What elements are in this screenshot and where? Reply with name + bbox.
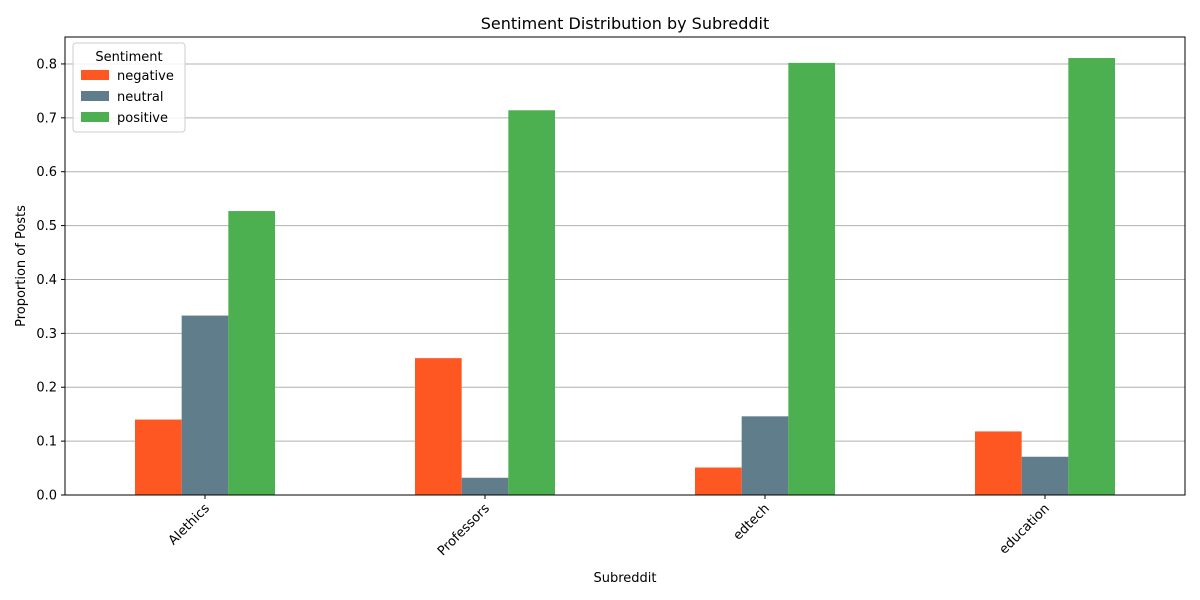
bar-positive-education: [1068, 58, 1115, 495]
y-axis-ticks: 0.0 0.1 0.2 0.3 0.4 0.5 0.6 0.7 0.8: [36, 57, 65, 504]
legend-label-positive: positive: [117, 111, 168, 126]
legend-swatch-positive: [81, 112, 109, 122]
bar-positive-AIethics: [228, 211, 275, 496]
bar-negative-education: [975, 431, 1022, 495]
bar-neutral-education: [1021, 456, 1069, 495]
bar-neutral-AIethics: [181, 315, 229, 495]
bar-negative-edtech: [695, 467, 742, 495]
y-tick-label: 0.7: [36, 111, 57, 126]
y-tick-label: 0.2: [36, 381, 57, 396]
legend: Sentiment negative neutral positive: [72, 42, 186, 133]
bar-series: [135, 58, 1115, 496]
y-tick-label: 0.5: [36, 219, 57, 234]
legend-label-neutral: neutral: [117, 90, 164, 105]
y-tick-label: 0.0: [36, 489, 57, 504]
y-tick-label: 0.3: [36, 327, 57, 342]
legend-swatch-negative: [81, 70, 109, 80]
legend-label-negative: negative: [117, 69, 174, 84]
x-tick-label: education: [997, 501, 1053, 557]
y-tick-label: 0.6: [36, 165, 57, 180]
x-tick-label: AIethics: [166, 501, 213, 548]
bar-positive-edtech: [788, 62, 835, 496]
plot-area-frame: [64, 36, 1186, 496]
x-axis-ticks: AIethics Professors edtech education: [166, 495, 1053, 559]
legend-swatch-neutral: [81, 91, 109, 101]
bar-positive-Professors: [508, 110, 555, 495]
bar-negative-Professors: [415, 358, 462, 495]
x-axis-label: Subreddit: [593, 571, 656, 586]
legend-box: [72, 42, 186, 133]
y-tick-label: 0.1: [36, 435, 57, 450]
y-tick-label: 0.4: [36, 273, 57, 288]
y-tick-label: 0.8: [36, 57, 57, 72]
bar-negative-AIethics: [135, 419, 182, 495]
x-tick-label: Professors: [435, 501, 493, 559]
y-axis-label: Proportion of Posts: [14, 205, 29, 327]
bar-neutral-edtech: [741, 416, 789, 495]
x-tick-label: edtech: [731, 501, 773, 543]
legend-title: Sentiment: [95, 50, 162, 65]
chart-title: Sentiment Distribution by Subreddit: [481, 14, 769, 33]
bar-neutral-Professors: [461, 477, 509, 495]
